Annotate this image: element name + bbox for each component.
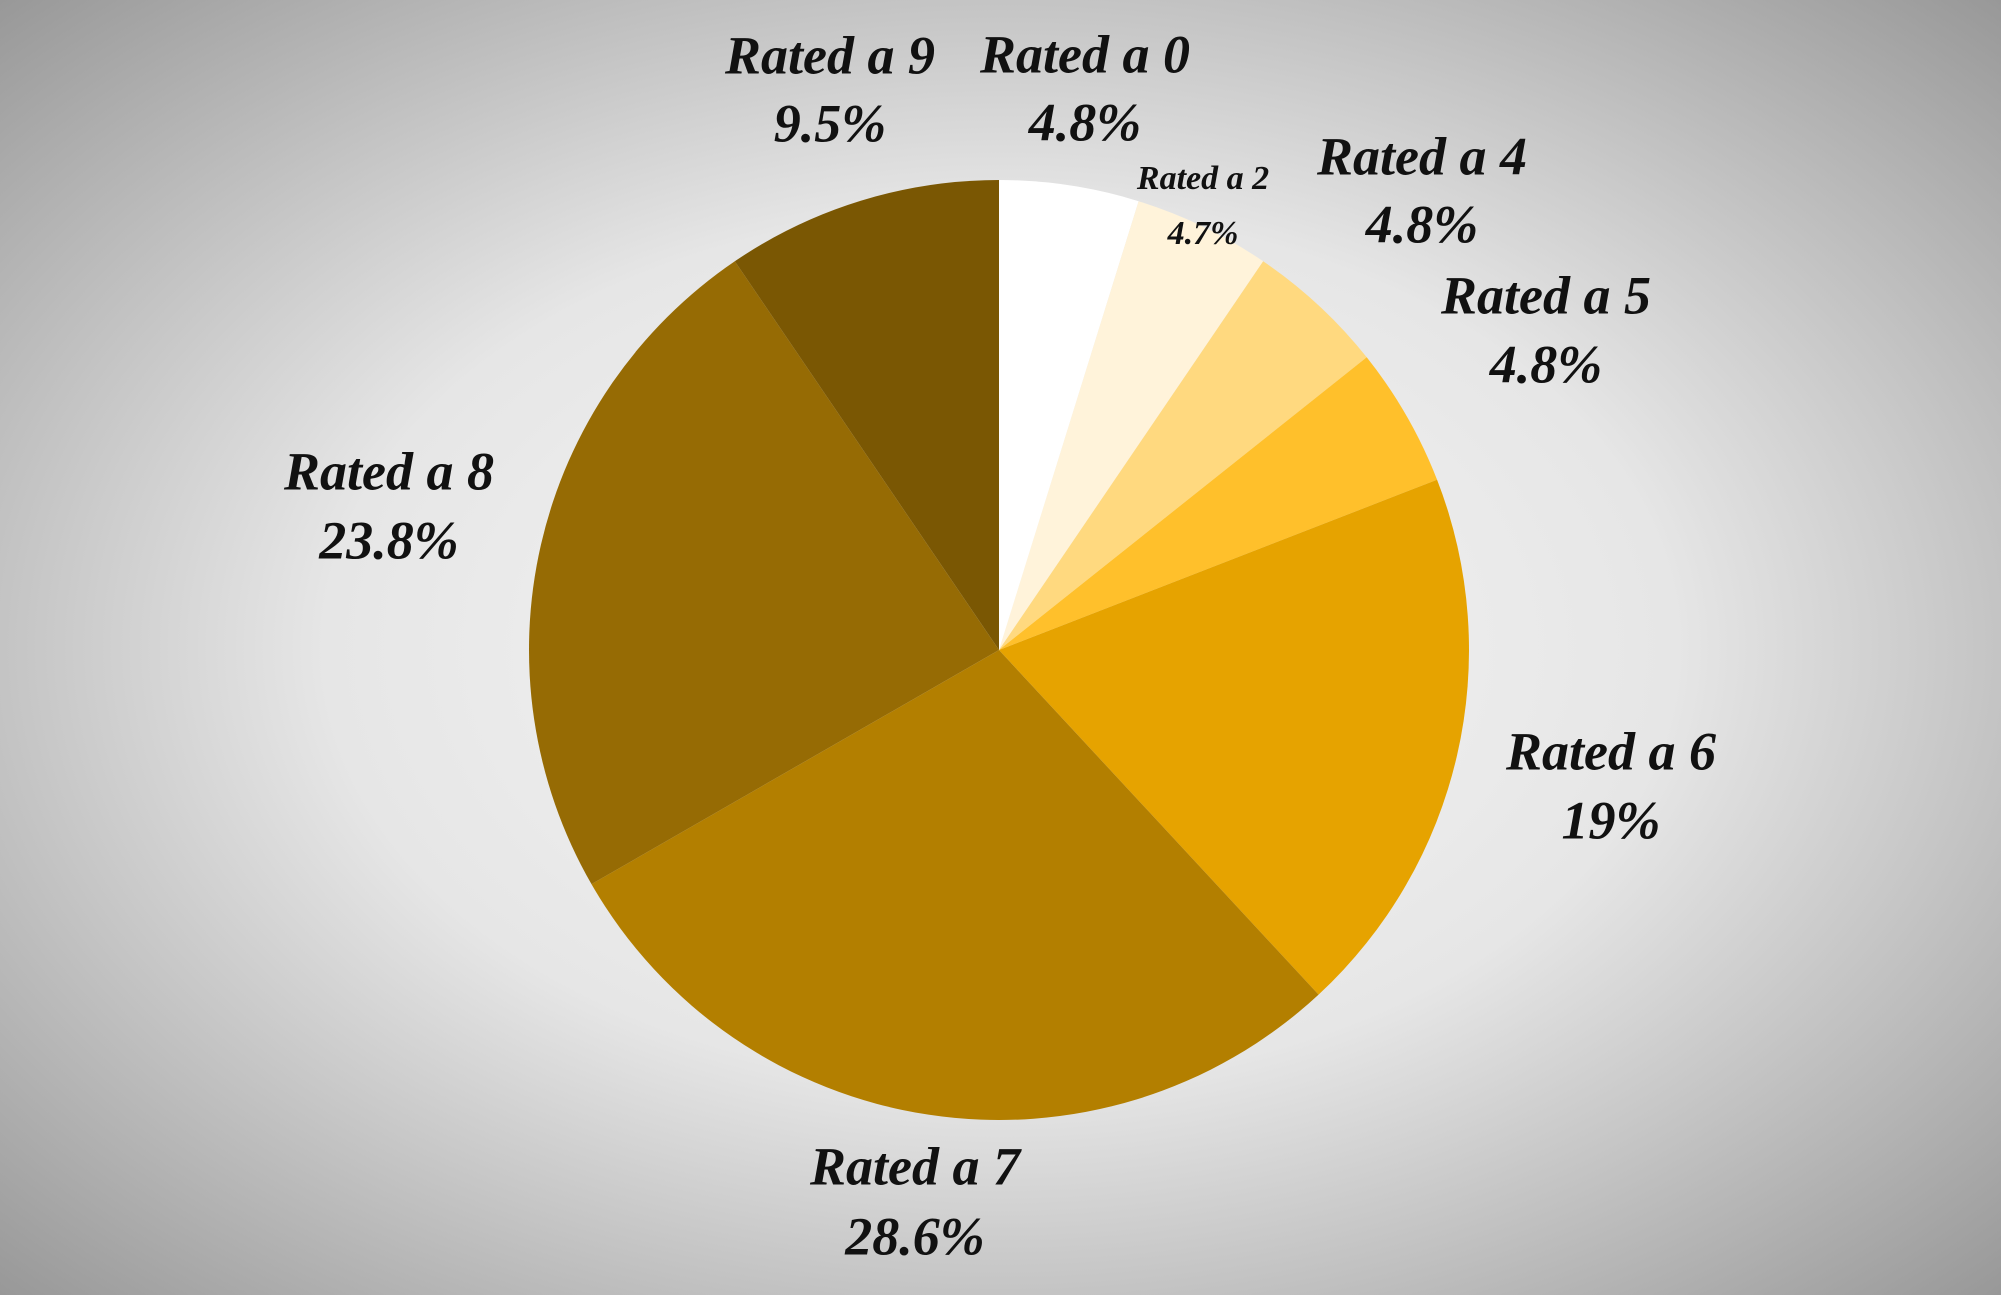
pie-slice [734, 180, 999, 650]
slice-label: Rated a 5 [1440, 265, 1651, 325]
slice-label: Rated a 6 [1505, 721, 1716, 781]
slice-label: Rated a 9 [724, 25, 935, 85]
slice-value-label: 4.8% [1365, 194, 1478, 254]
slice-value-label: 23.8% [318, 510, 458, 570]
pie-slice [999, 479, 1469, 995]
slice-value-label: 4.8% [1028, 92, 1141, 152]
slice-value-label: 19% [1562, 790, 1661, 850]
slice-value-label: 28.6% [844, 1206, 984, 1266]
slice-label: Rated a 0 [979, 24, 1190, 84]
slice-value-label: 4.8% [1489, 334, 1602, 394]
slice-label: Rated a 8 [283, 441, 494, 501]
pie-slice [528, 261, 999, 885]
slice-label: Rated a 2 [1136, 160, 1269, 197]
slice-label: Rated a 4 [1316, 126, 1527, 186]
pie-slice [999, 261, 1367, 650]
pie-slice [999, 357, 1438, 650]
slice-value-label: 9.5% [774, 93, 886, 153]
slice-label: Rated a 7 [809, 1136, 1022, 1196]
pie-slice [999, 180, 1139, 650]
pie-slice [999, 201, 1264, 650]
pie-slice [591, 650, 1319, 1120]
slice-value-label: 4.7% [1167, 215, 1239, 252]
